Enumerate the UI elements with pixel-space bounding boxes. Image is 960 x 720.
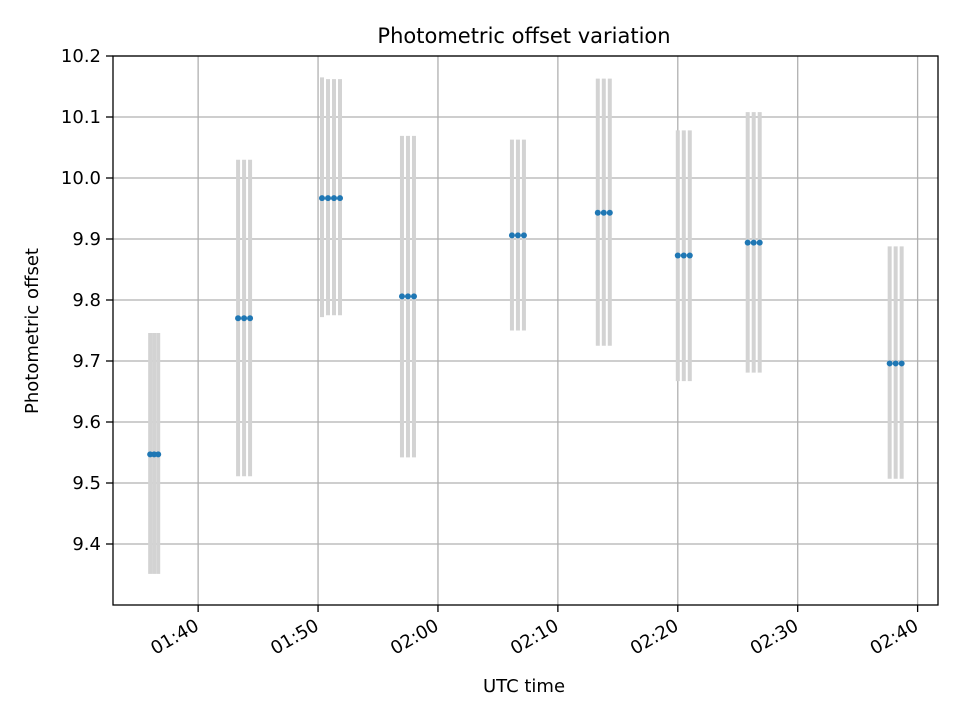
x-tick-label: 02:10	[507, 615, 562, 659]
data-point	[892, 360, 899, 367]
data-point	[594, 209, 601, 216]
data-point	[674, 252, 681, 259]
data-point	[744, 239, 751, 246]
data-point	[398, 293, 405, 300]
data-point	[319, 195, 326, 202]
y-tick-label: 9.4	[72, 534, 101, 555]
y-tick-label: 9.8	[72, 290, 101, 311]
y-tick-label: 10.0	[61, 168, 101, 189]
data-points	[147, 195, 905, 458]
data-point	[680, 252, 687, 259]
x-tick-label: 02:20	[627, 615, 682, 659]
data-point	[404, 293, 411, 300]
data-point	[325, 195, 332, 202]
data-point	[330, 195, 337, 202]
data-point	[410, 293, 417, 300]
y-axis-ticks: 9.4 9.5 9.6 9.7 9.8 9.9 10.0 10.1 10.2	[61, 46, 113, 555]
x-tick-label: 01:50	[267, 615, 322, 659]
data-point	[241, 315, 248, 322]
data-point	[750, 239, 757, 246]
y-tick-label: 9.9	[72, 229, 101, 250]
y-tick-label: 9.7	[72, 351, 101, 372]
data-point	[514, 232, 521, 239]
data-point	[600, 209, 607, 216]
plot-frame	[112, 55, 939, 606]
data-point	[686, 252, 693, 259]
data-point	[155, 451, 162, 458]
y-tick-label: 9.5	[72, 473, 101, 494]
data-point	[520, 232, 527, 239]
x-axis-ticks: 01:40 01:50 02:00 02:10 02:20 02:30 02:40	[147, 605, 922, 659]
error-bars	[148, 77, 904, 574]
y-tick-label: 10.1	[61, 107, 101, 128]
x-tick-label: 02:00	[387, 615, 442, 659]
data-point	[508, 232, 515, 239]
x-tick-label: 01:40	[147, 615, 202, 659]
data-point	[886, 360, 893, 367]
x-tick-label: 02:30	[747, 615, 802, 659]
chart-title: Photometric offset variation	[377, 24, 670, 48]
x-tick-label: 02:40	[867, 615, 922, 659]
data-point	[898, 360, 905, 367]
data-point	[756, 239, 763, 246]
data-point	[336, 195, 343, 202]
x-axis-label: UTC time	[483, 676, 565, 697]
data-point	[235, 315, 242, 322]
y-axis-label: Photometric offset	[22, 248, 43, 414]
data-point	[606, 209, 613, 216]
y-tick-label: 9.6	[72, 412, 101, 433]
data-point	[247, 315, 254, 322]
y-tick-label: 10.2	[61, 46, 101, 67]
